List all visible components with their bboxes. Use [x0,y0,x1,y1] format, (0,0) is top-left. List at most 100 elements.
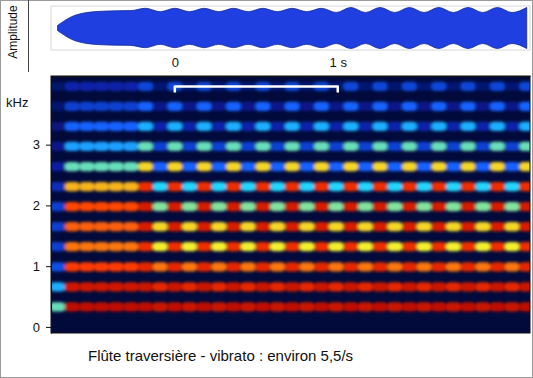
spectrogram-cell [402,302,417,311]
x-tick: 0 [172,55,179,76]
spectrogram-cell [446,222,461,231]
spectrogram-cell [358,202,373,211]
time-bracket-hook [174,86,177,93]
spectrogram-cell [109,142,124,151]
chart-svg: Amplitude0123kHz01 sFlûte traversière - … [0,0,533,378]
spectrogram-cell [65,182,80,191]
y-tick-label: 2 [33,198,40,213]
spectrogram-cell [446,302,461,311]
spectrogram-cell [461,162,476,171]
spectrogram-cell [153,182,168,191]
spectrogram-cell [343,262,358,271]
spectrogram-cell [461,102,476,111]
spectrogram-cell [124,182,139,191]
spectrogram-cell [124,222,139,231]
spectrogram-cell [519,162,530,171]
spectrogram-cell [167,162,182,171]
spectrogram-cell [211,182,226,191]
spectrogram-cell [211,102,226,111]
spectrogram-cell [373,82,388,91]
figure-border [1,1,533,378]
spectrogram-cell [94,282,109,291]
spectrogram-cell [138,222,153,231]
spectrogram-cell [80,162,95,171]
spectrogram-cell [153,142,168,151]
spectrogram-cell [329,242,344,251]
time-bracket-hook [336,86,339,93]
spectrogram-cell [417,262,432,271]
spectrogram-cell [167,282,182,291]
spectrogram-cell [431,302,446,311]
spectrogram-cell [358,102,373,111]
spectrogram-cell [329,282,344,291]
y-tick-label: 1 [33,259,40,274]
y-tick-label: 0 [33,320,40,335]
spectrogram-cell [475,122,490,131]
spectrogram-cell [417,282,432,291]
spectrogram-cell [519,222,530,231]
spectrogram-cell [124,202,139,211]
spectrogram-cell [431,82,446,91]
spectrogram-cell [314,142,329,151]
spectrogram-cell [211,242,226,251]
spectrogram-cell [51,122,65,131]
spectrogram-cell [211,202,226,211]
spectrogram-cell [197,182,212,191]
spectrogram-cell [255,222,270,231]
spectrogram-cell [461,262,476,271]
spectrogram-cell [475,162,490,171]
spectrogram-cell [519,302,530,311]
spectrogram-cell [519,82,530,91]
spectrogram-cell [51,142,65,151]
spectrogram-cell [490,282,505,291]
spectrogram-cell [358,282,373,291]
spectrogram-cell [138,102,153,111]
spectrogram-cell [475,282,490,291]
spectrogram-cell [299,182,314,191]
spectrogram-cell [211,282,226,291]
spectrogram-cell [255,242,270,251]
spectrogram-cell [343,242,358,251]
spectrogram-cell [402,282,417,291]
spectrogram-cell [226,262,241,271]
spectrogram-cell [505,202,520,211]
y-tick-mark [46,145,51,146]
spectrogram-cell [226,122,241,131]
spectrogram-cell [490,302,505,311]
spectrogram-cell [343,102,358,111]
amplitude-plot [58,7,527,48]
spectrogram-cell [109,82,124,91]
spectrogram-cell [241,182,256,191]
spectrogram-cell [490,242,505,251]
spectrogram-cell [475,202,490,211]
spectrogram-cell [402,142,417,151]
spectrogram-cell [431,122,446,131]
spectrogram-cell [80,122,95,131]
spectrogram-cell [387,82,402,91]
spectrogram-cell [299,162,314,171]
spectrogram-cell [431,202,446,211]
spectrogram-cell [80,222,95,231]
spectrogram-cell [358,162,373,171]
spectrogram-cell [197,222,212,231]
spectrogram-cell [358,122,373,131]
spectrogram-cell [51,302,65,311]
spectrogram-cell [182,302,197,311]
spectrogram-cell [343,142,358,151]
spectrogram-cell [51,282,65,291]
spectrogram-cell [94,122,109,131]
spectrogram-cell [446,182,461,191]
spectrogram-cell [402,162,417,171]
spectrogram-cell [314,162,329,171]
spectrogram-cell [431,162,446,171]
spectrogram-cell [417,242,432,251]
spectrogram-cell [197,262,212,271]
spectrogram-cell [417,182,432,191]
spectrogram-cell [138,282,153,291]
spectrogram-cell [80,282,95,291]
spectrogram-cell [109,282,124,291]
spectrogram-cell [65,302,80,311]
spectrogram-cell [446,162,461,171]
spectrogram-cell [182,202,197,211]
spectrogram-cell [505,182,520,191]
